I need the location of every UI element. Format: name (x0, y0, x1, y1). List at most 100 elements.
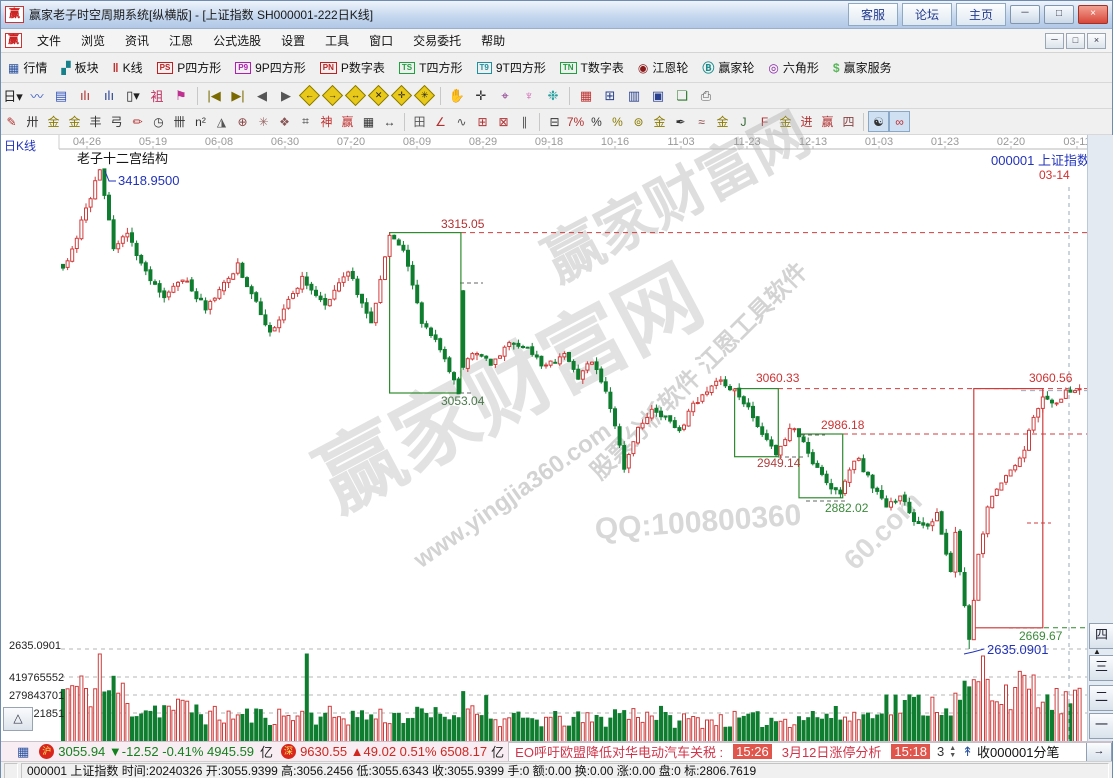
save-icon[interactable]: ▣ (651, 87, 665, 103)
angle-ruler-icon[interactable]: ◮ (216, 114, 227, 129)
f-grid-icon[interactable]: 丰 (89, 115, 102, 129)
count-spinner[interactable]: ▲ ▼ (949, 744, 957, 759)
last-bar-button[interactable]: ▶| (231, 87, 245, 103)
gold-circle-icon[interactable]: ⊚ (633, 114, 644, 129)
box-frame-icon[interactable]: 田 (413, 115, 426, 129)
tool-赢家服务[interactable]: $ 赢家服务 (826, 57, 899, 78)
ink-pen-icon[interactable]: ✒ (675, 114, 686, 129)
first-bar-button[interactable]: |◀ (207, 87, 221, 103)
homepage-button[interactable]: 主页 (955, 3, 1006, 26)
ruler-123-icon[interactable]: ▦ (362, 114, 375, 129)
clock-cycle-icon[interactable]: ◷ (153, 114, 164, 129)
gold-level-icon[interactable]: 金 (653, 115, 666, 129)
infinity-icon[interactable]: ∞ (889, 111, 910, 132)
bar-grid-icon[interactable]: 卌 (173, 115, 186, 129)
close-button[interactable]: × (1078, 5, 1108, 24)
gann-structure-box[interactable] (389, 232, 462, 394)
shen-grid-icon[interactable]: 神 (320, 115, 333, 129)
tool-行情[interactable]: ▦ 行情 (1, 57, 54, 78)
percent-zone-icon[interactable]: 7% (566, 114, 585, 129)
news-headline-2[interactable]: 3月12日涨停分析 (781, 745, 882, 760)
volume-9-icon[interactable]: ılı (103, 88, 115, 103)
forum-button[interactable]: 论坛 (901, 3, 952, 26)
pane-count-button-四[interactable]: 四 (1089, 623, 1113, 649)
candlestick-chart[interactable]: 04-26 05-19 06-08 06-30 07-20 08-09 08-29 09-18… (1, 135, 1113, 741)
window-new-icon[interactable]: ❏ (676, 87, 688, 103)
shenzhen-index-quote[interactable]: 9630.55 ▲49.02 0.51% 6508.17 (300, 744, 488, 759)
candle-type-dropdown[interactable]: ▯▾ (126, 87, 140, 103)
tool-赢家轮[interactable]: Ⓑ 赢家轮 (695, 57, 761, 78)
red-grid-2-icon[interactable]: ⊠ (498, 114, 509, 129)
percent-icon[interactable]: % (591, 114, 602, 129)
menu-公式选股[interactable]: 公式选股 (213, 34, 262, 48)
support-button[interactable]: 客服 (847, 3, 898, 26)
red-grid-icon[interactable]: ⊞ (477, 114, 488, 129)
flag-icon[interactable]: ⚑ (175, 87, 187, 103)
mdi-close-button[interactable]: × (1087, 32, 1106, 49)
j-angle-icon[interactable]: J (740, 114, 747, 129)
gold-band-icon[interactable]: 金 (716, 115, 729, 129)
tool-六角形[interactable]: ◎ 六角形 (761, 57, 826, 78)
calendar-icon[interactable]: ▦ (579, 87, 593, 103)
pane-count-button-二[interactable]: 二 (1089, 685, 1113, 711)
print-icon[interactable]: ⎙ (700, 87, 712, 103)
gann-arrow-right-icon[interactable]: → (321, 84, 344, 107)
tool-T四方形[interactable]: TS T四方形 (392, 57, 470, 78)
news-headline[interactable]: EO呼吁欧盟降低对华电动汽车关税 : (515, 745, 724, 760)
menu-帮助[interactable]: 帮助 (481, 34, 506, 48)
ying-angle-icon[interactable]: 赢 (821, 115, 834, 129)
gann-structure-box[interactable] (973, 388, 1044, 629)
star-rays-icon[interactable]: ✳ (258, 114, 269, 129)
fan-rays-icon[interactable]: ∠ (435, 114, 446, 129)
restore-button[interactable]: □ (1044, 5, 1074, 24)
tool-板块[interactable]: ▞ 板块 (54, 57, 105, 78)
gold-grid-2-icon[interactable]: 金 (68, 115, 81, 129)
percent-line-icon[interactable]: % (612, 114, 623, 129)
news-marquee[interactable]: EO呼吁欧盟降低对华电动汽车关税 : 15:26 3月12日涨停分析 15:18… (508, 741, 1112, 762)
tool-江恩轮[interactable]: ◉ 江恩轮 (631, 57, 696, 78)
circle-cross-icon[interactable]: ⊕ (237, 114, 248, 129)
taichi-icon[interactable]: ☯ (868, 111, 889, 132)
chart-pattern-icon[interactable]: 袓 (150, 89, 164, 104)
f-angle-icon[interactable]: F (760, 114, 769, 129)
menu-资讯[interactable]: 资讯 (125, 34, 150, 48)
delta-button[interactable]: △ (3, 707, 33, 731)
tool-K线[interactable]: ‖ K线 (106, 57, 150, 78)
boxed-rays-icon[interactable]: ❖ (279, 114, 290, 129)
shanghai-index-quote[interactable]: 3055.94 ▼-12.52 -0.41% 4945.59 (58, 744, 255, 759)
next-bar-button[interactable]: ▶ (281, 87, 291, 103)
zoom-tool-icon[interactable]: ⌖ (501, 87, 509, 103)
volume-3-icon[interactable]: ılı (79, 88, 91, 103)
si-angle-icon[interactable]: 四 (842, 115, 855, 129)
menu-浏览[interactable]: 浏览 (81, 34, 106, 48)
spiral-icon[interactable]: 弓 (110, 115, 123, 129)
crosshair-icon[interactable]: ✛ (475, 87, 487, 103)
tick-feed-label[interactable]: 收000001分笔 (977, 745, 1060, 760)
calculator-icon[interactable]: ⊞ (604, 87, 616, 103)
parallel-lines-icon[interactable]: ∥ (521, 114, 528, 129)
gann-structure-box[interactable] (798, 433, 844, 499)
menu-工具[interactable]: 工具 (325, 34, 350, 48)
menu-窗口[interactable]: 窗口 (369, 34, 394, 48)
pen-2-icon[interactable]: ✏ (132, 114, 143, 129)
ying-grid-icon[interactable]: 赢 (341, 115, 354, 129)
scroll-up-nub[interactable]: ▲ (1093, 647, 1101, 656)
minimize-button[interactable]: － (1010, 5, 1040, 24)
info-list-icon[interactable]: ▤ (54, 87, 68, 103)
menu-交易委托[interactable]: 交易委托 (413, 34, 462, 48)
time-grid-icon[interactable]: 卅 (26, 115, 39, 129)
n-square-icon[interactable]: n² (195, 114, 206, 129)
gann-structure-box[interactable] (733, 388, 779, 458)
gann-arrow-x-icon[interactable]: ✕ (367, 84, 390, 107)
mdi-minimize-button[interactable]: － (1045, 32, 1064, 49)
gold-grid-icon[interactable]: 金 (47, 115, 60, 129)
menu-江恩[interactable]: 江恩 (169, 34, 194, 48)
gann-arrow-left-icon[interactable]: ← (298, 84, 321, 107)
gann-arrow-star-icon[interactable]: ✳ (413, 84, 436, 107)
pen-tool-icon[interactable]: ✎ (6, 114, 17, 129)
quote-grid-icon[interactable]: ▦ (17, 743, 30, 759)
gann-arrow-plus-icon[interactable]: ✛ (390, 84, 413, 107)
minute-chart-icon[interactable]: 〰 (30, 89, 44, 104)
scale-ruler-icon[interactable]: ⊟ (549, 114, 560, 129)
gown-tool-icon[interactable]: ♆ (524, 88, 534, 103)
